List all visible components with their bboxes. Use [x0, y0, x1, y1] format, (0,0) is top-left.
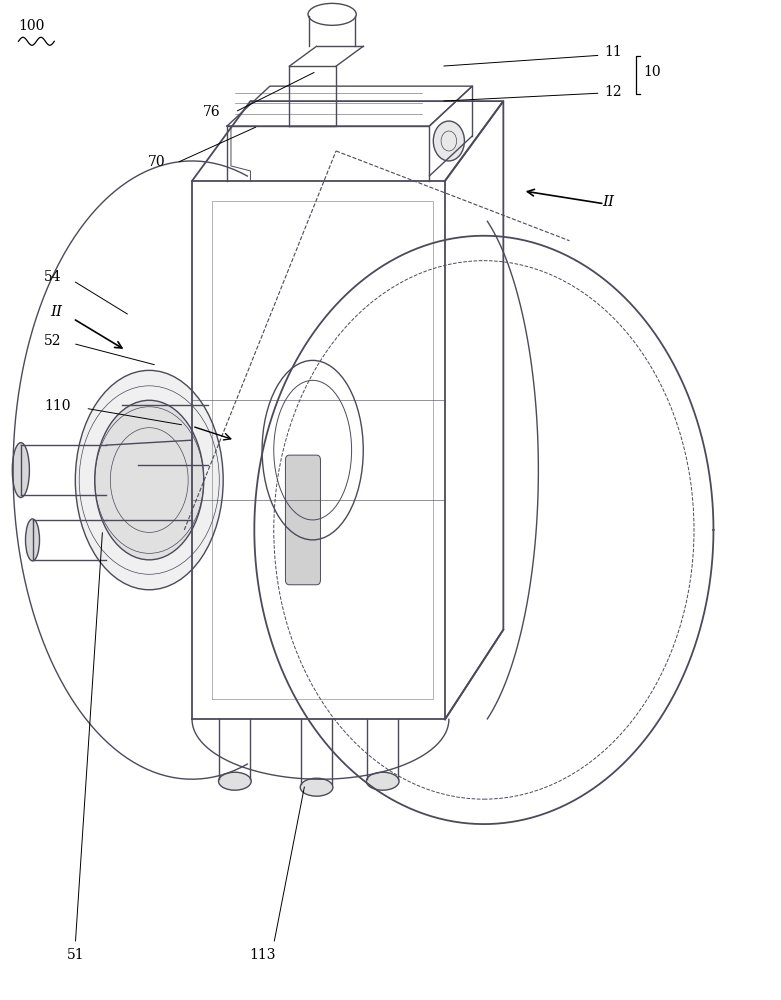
Text: 10: 10	[644, 65, 661, 79]
Ellipse shape	[300, 778, 333, 796]
Ellipse shape	[366, 772, 399, 790]
Ellipse shape	[112, 390, 132, 420]
Text: II: II	[602, 195, 615, 209]
Ellipse shape	[75, 370, 223, 590]
Text: 12: 12	[604, 85, 622, 99]
Ellipse shape	[128, 450, 148, 480]
FancyBboxPatch shape	[285, 455, 320, 585]
Ellipse shape	[219, 772, 251, 790]
Text: 54: 54	[45, 270, 62, 284]
Ellipse shape	[95, 400, 204, 560]
Text: II: II	[50, 305, 62, 319]
Text: 76: 76	[203, 105, 220, 119]
Text: 11: 11	[604, 45, 622, 59]
Text: 52: 52	[45, 334, 62, 348]
Ellipse shape	[26, 519, 40, 561]
Text: 110: 110	[45, 399, 71, 413]
Ellipse shape	[308, 3, 356, 25]
Text: 113: 113	[249, 948, 276, 962]
Text: 100: 100	[19, 19, 45, 33]
Ellipse shape	[12, 443, 30, 498]
Text: 51: 51	[66, 948, 84, 962]
Ellipse shape	[433, 121, 465, 161]
Text: 70: 70	[148, 155, 166, 169]
